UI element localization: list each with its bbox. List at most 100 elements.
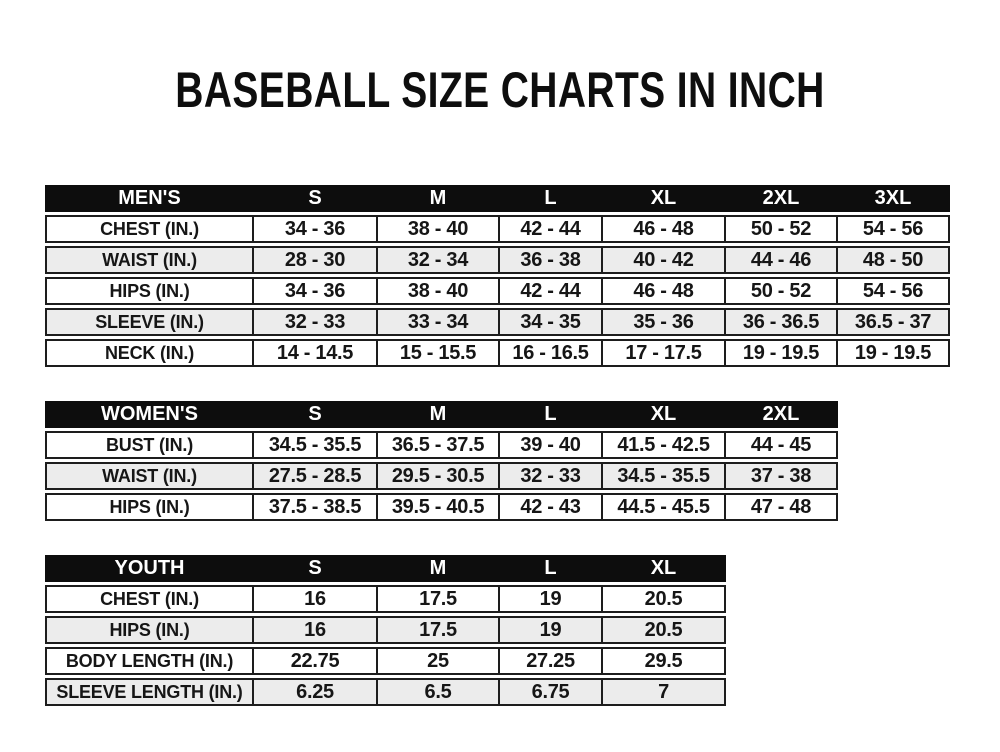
row-label-cell: HIPS (IN.) — [45, 277, 254, 305]
size-header-cell: L — [500, 555, 603, 582]
size-header-cell: 2XL — [726, 185, 838, 212]
row-label-cell: HIPS (IN.) — [45, 616, 254, 644]
value-cell: 47 - 48 — [726, 493, 838, 521]
value-cell: 16 - 16.5 — [500, 339, 603, 367]
value-cell: 48 - 50 — [838, 246, 950, 274]
value-cell: 14 - 14.5 — [254, 339, 378, 367]
table-row: WAIST (IN.) 28 - 30 32 - 34 36 - 38 40 - 42 4… — [45, 246, 950, 274]
table-row: HIPS (IN.) 16 17.5 19 20.5 — [45, 616, 726, 644]
value-cell: 38 - 40 — [378, 215, 500, 243]
table-row: WAIST (IN.) 27.5 - 28.5 29.5 - 30.5 32 - 33… — [45, 462, 838, 490]
page-title: BASEBALL SIZE CHARTS IN INCH — [175, 62, 825, 118]
table-row: BUST (IN.) 34.5 - 35.5 36.5 - 37.5 39 - 40 4… — [45, 431, 838, 459]
group-header-cell: YOUTH — [45, 555, 254, 582]
value-cell: 36 - 38 — [500, 246, 603, 274]
value-cell: 6.5 — [378, 678, 500, 706]
row-label-cell: BUST (IN.) — [45, 431, 254, 459]
size-header-cell: M — [378, 185, 500, 212]
row-label-cell: NECK (IN.) — [45, 339, 254, 367]
table-row: SLEEVE LENGTH (IN.) 6.25 6.5 6.75 7 — [45, 678, 726, 706]
value-cell: 25 — [378, 647, 500, 675]
row-label-cell: HIPS (IN.) — [45, 493, 254, 521]
value-cell: 46 - 48 — [603, 215, 726, 243]
mens-table: MEN'S S M L XL 2XL 3XL CHEST (IN.) 34 - 36 38 - 4… — [45, 182, 950, 370]
row-label-cell: WAIST (IN.) — [45, 246, 254, 274]
size-header-cell: L — [500, 185, 603, 212]
value-cell: 33 - 34 — [378, 308, 500, 336]
value-cell: 29.5 — [603, 647, 726, 675]
table-row: SLEEVE (IN.) 32 - 33 33 - 34 34 - 35 35 - 36… — [45, 308, 950, 336]
value-cell: 7 — [603, 678, 726, 706]
value-cell: 19 - 19.5 — [838, 339, 950, 367]
value-cell: 54 - 56 — [838, 277, 950, 305]
size-header-cell: XL — [603, 185, 726, 212]
value-cell: 34.5 - 35.5 — [603, 462, 726, 490]
value-cell: 34 - 36 — [254, 277, 378, 305]
value-cell: 20.5 — [603, 585, 726, 613]
value-cell: 36 - 36.5 — [726, 308, 838, 336]
value-cell: 20.5 — [603, 616, 726, 644]
size-header-cell: M — [378, 401, 500, 428]
size-header-cell: L — [500, 401, 603, 428]
value-cell: 54 - 56 — [838, 215, 950, 243]
size-header-cell: S — [254, 555, 378, 582]
value-cell: 46 - 48 — [603, 277, 726, 305]
title-area: BASEBALL SIZE CHARTS IN INCH — [0, 0, 1000, 116]
value-cell: 17.5 — [378, 585, 500, 613]
value-cell: 36.5 - 37 — [838, 308, 950, 336]
value-cell: 44 - 46 — [726, 246, 838, 274]
header-row: MEN'S S M L XL 2XL 3XL — [45, 185, 950, 212]
row-label-cell: BODY LENGTH (IN.) — [45, 647, 254, 675]
table-row: CHEST (IN.) 34 - 36 38 - 40 42 - 44 46 - 48 5… — [45, 215, 950, 243]
size-header-cell: S — [254, 185, 378, 212]
mens-size-table: MEN'S S M L XL 2XL 3XL CHEST (IN.) 34 - 36 38 - 4… — [45, 182, 1000, 370]
youth-table: YOUTH S M L XL CHEST (IN.) 16 17.5 19 20.5 HIPS (I… — [45, 552, 726, 709]
table-row: NECK (IN.) 14 - 14.5 15 - 15.5 16 - 16.5 17 … — [45, 339, 950, 367]
size-header-cell: 3XL — [838, 185, 950, 212]
header-row: WOMEN'S S M L XL 2XL — [45, 401, 838, 428]
value-cell: 44.5 - 45.5 — [603, 493, 726, 521]
value-cell: 19 — [500, 616, 603, 644]
table-row: HIPS (IN.) 37.5 - 38.5 39.5 - 40.5 42 - 43 4… — [45, 493, 838, 521]
value-cell: 42 - 43 — [500, 493, 603, 521]
table-row: BODY LENGTH (IN.) 22.75 25 27.25 29.5 — [45, 647, 726, 675]
row-label-cell: CHEST (IN.) — [45, 585, 254, 613]
table-row: HIPS (IN.) 34 - 36 38 - 40 42 - 44 46 - 48 50… — [45, 277, 950, 305]
value-cell: 38 - 40 — [378, 277, 500, 305]
size-header-cell: 2XL — [726, 401, 838, 428]
value-cell: 36.5 - 37.5 — [378, 431, 500, 459]
row-label-cell: WAIST (IN.) — [45, 462, 254, 490]
value-cell: 17.5 — [378, 616, 500, 644]
tables-area: MEN'S S M L XL 2XL 3XL CHEST (IN.) 34 - 36 38 - 4… — [45, 182, 1000, 709]
value-cell: 16 — [254, 616, 378, 644]
size-header-cell: M — [378, 555, 500, 582]
value-cell: 34.5 - 35.5 — [254, 431, 378, 459]
value-cell: 44 - 45 — [726, 431, 838, 459]
value-cell: 35 - 36 — [603, 308, 726, 336]
size-header-cell: XL — [603, 555, 726, 582]
value-cell: 37 - 38 — [726, 462, 838, 490]
value-cell: 15 - 15.5 — [378, 339, 500, 367]
value-cell: 39.5 - 40.5 — [378, 493, 500, 521]
row-label-cell: SLEEVE LENGTH (IN.) — [45, 678, 254, 706]
value-cell: 34 - 36 — [254, 215, 378, 243]
value-cell: 27.25 — [500, 647, 603, 675]
value-cell: 32 - 33 — [500, 462, 603, 490]
size-header-cell: XL — [603, 401, 726, 428]
value-cell: 29.5 - 30.5 — [378, 462, 500, 490]
size-header-cell: S — [254, 401, 378, 428]
womens-size-table: WOMEN'S S M L XL 2XL BUST (IN.) 34.5 - 35.5 36.5… — [45, 398, 1000, 524]
value-cell: 19 — [500, 585, 603, 613]
value-cell: 34 - 35 — [500, 308, 603, 336]
size-chart-page: BASEBALL SIZE CHARTS IN INCH MEN'S S M L XL 2… — [0, 0, 1000, 709]
value-cell: 42 - 44 — [500, 215, 603, 243]
value-cell: 6.25 — [254, 678, 378, 706]
row-label-cell: SLEEVE (IN.) — [45, 308, 254, 336]
value-cell: 42 - 44 — [500, 277, 603, 305]
value-cell: 40 - 42 — [603, 246, 726, 274]
value-cell: 39 - 40 — [500, 431, 603, 459]
value-cell: 28 - 30 — [254, 246, 378, 274]
womens-table: WOMEN'S S M L XL 2XL BUST (IN.) 34.5 - 35.5 36.5… — [45, 398, 838, 524]
value-cell: 27.5 - 28.5 — [254, 462, 378, 490]
value-cell: 37.5 - 38.5 — [254, 493, 378, 521]
